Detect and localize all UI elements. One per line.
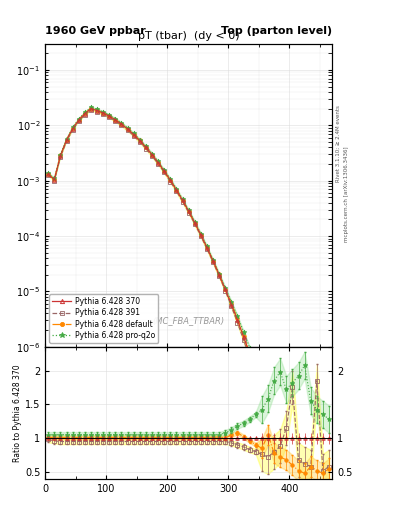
Text: 1960 GeV ppbar: 1960 GeV ppbar	[45, 26, 146, 36]
Y-axis label: Ratio to Pythia 6.428 370: Ratio to Pythia 6.428 370	[13, 364, 22, 462]
Text: Top (parton level): Top (parton level)	[221, 26, 332, 36]
Legend: Pythia 6.428 370, Pythia 6.428 391, Pythia 6.428 default, Pythia 6.428 pro-q2o: Pythia 6.428 370, Pythia 6.428 391, Pyth…	[49, 294, 158, 343]
Text: Rivet 3.1.10; ≥ 2.4M events: Rivet 3.1.10; ≥ 2.4M events	[336, 105, 341, 182]
Title: pT (tbar)  (dy < 0): pT (tbar) (dy < 0)	[138, 31, 239, 41]
Text: (MC_FBA_TTBAR): (MC_FBA_TTBAR)	[152, 316, 225, 326]
Text: mcplots.cern.ch [arXiv:1306.3436]: mcplots.cern.ch [arXiv:1306.3436]	[344, 147, 349, 242]
